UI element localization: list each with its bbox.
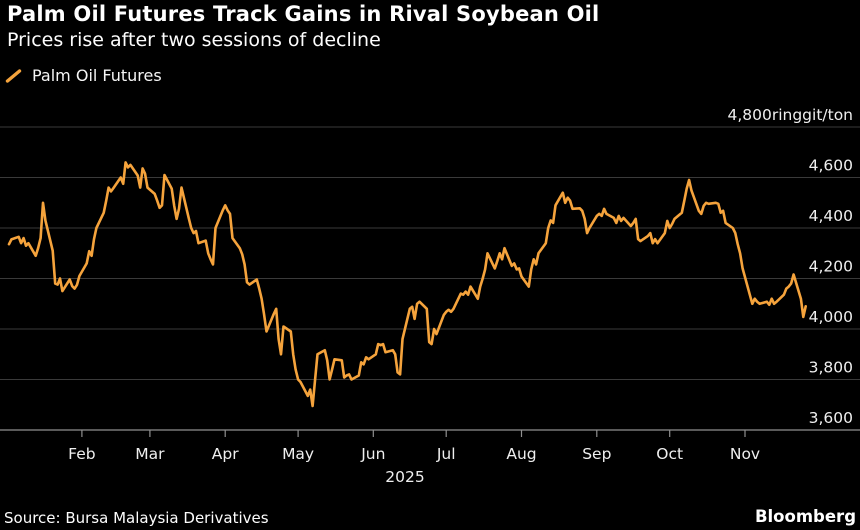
month-label: May [282,445,314,463]
year-label: 2025 [385,468,424,486]
month-label: Aug [506,445,536,463]
month-label: Oct [656,445,683,463]
month-label: Sep [582,445,611,463]
legend-slash-icon [5,68,22,83]
source-note: Source: Bursa Malaysia Derivatives [4,509,269,527]
y-axis-label: 4,200 [809,258,853,276]
month-label: Feb [68,445,95,463]
y-axis-label: 4,600 [809,157,853,175]
month-label: Nov [730,445,760,463]
y-axis-label: 3,600 [809,409,853,427]
price-line [7,161,808,408]
month-label: Mar [135,445,165,463]
y-axis-label: 4,800ringgit/ton [727,106,853,124]
chart-subtitle: Prices rise after two sessions of declin… [7,29,381,51]
y-axis-label: 4,400 [809,207,853,225]
chart-title: Palm Oil Futures Track Gains in Rival So… [7,2,600,26]
month-label: Apr [212,445,239,463]
legend: Palm Oil Futures [5,66,162,85]
month-label: Jul [436,445,456,463]
bloomberg-logo: Bloomberg [754,507,856,526]
y-axis-label: 4,000 [809,308,853,326]
month-label: Jun [360,445,385,463]
y-axis-label: 3,800 [809,359,853,377]
legend-item-label: Palm Oil Futures [32,66,162,85]
